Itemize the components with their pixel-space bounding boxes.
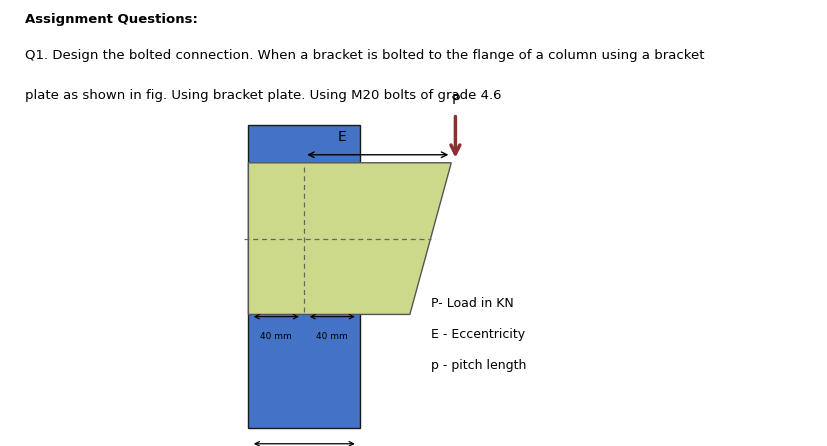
Text: E: E (337, 130, 346, 144)
Text: Assignment Questions:: Assignment Questions: (25, 13, 198, 26)
Polygon shape (248, 163, 451, 314)
Bar (248, 125, 360, 428)
Text: P- Load in KN: P- Load in KN (430, 297, 513, 310)
Text: plate as shown in fig. Using bracket plate. Using M20 bolts of grade 4.6: plate as shown in fig. Using bracket pla… (25, 89, 500, 102)
Text: p - pitch length: p - pitch length (430, 359, 525, 372)
Text: P: P (451, 93, 459, 107)
Text: E - Eccentricity: E - Eccentricity (430, 328, 524, 341)
Text: 40 mm: 40 mm (316, 332, 347, 341)
Text: 40 mm: 40 mm (261, 332, 292, 341)
Text: Q1. Design the bolted connection. When a bracket is bolted to the flange of a co: Q1. Design the bolted connection. When a… (25, 49, 704, 62)
